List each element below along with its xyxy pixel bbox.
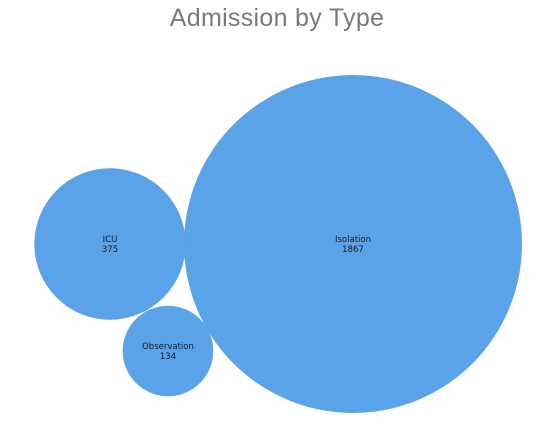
bubble-label-isolation: Isolation <box>335 235 371 245</box>
chart-title: Admission by Type <box>169 4 385 32</box>
bubble-circle-observation[interactable] <box>122 305 214 397</box>
bubble-circle-icu[interactable] <box>34 168 186 320</box>
bubble-label-observation: Observation <box>142 342 194 352</box>
bubble-circle-isolation[interactable] <box>184 75 522 413</box>
bubble-label-icu: ICU <box>103 235 118 245</box>
bubble-value-isolation: 1867 <box>342 245 364 255</box>
bubble-value-icu: 375 <box>102 245 118 255</box>
bubble-value-observation: 134 <box>160 352 176 362</box>
